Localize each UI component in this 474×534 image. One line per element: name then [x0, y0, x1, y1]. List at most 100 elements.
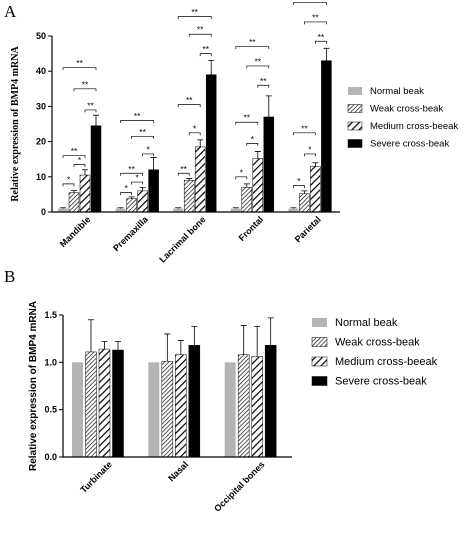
error-bar: [197, 139, 204, 147]
bar: [173, 208, 184, 212]
bar: [90, 125, 102, 213]
legend-entry: Severe cross-beak: [370, 139, 449, 150]
error-bar: [186, 178, 193, 181]
legend-entry: Medium cross-beeak: [370, 121, 458, 132]
error-bar: [232, 207, 239, 209]
bar: [310, 165, 321, 213]
significance-label: **: [307, 0, 314, 3]
y-tick-label: 1.0: [44, 357, 57, 367]
panel-b-y-ticks: 0.0 0.5 1.0 1.5: [44, 310, 63, 462]
bar: [137, 190, 148, 213]
significance-label: **: [312, 12, 319, 22]
significance-bracket: [235, 46, 270, 50]
significance-label: **: [260, 76, 267, 86]
bar: [205, 74, 217, 213]
significance-label: *: [135, 173, 139, 183]
legend-swatch: [347, 139, 363, 148]
significance-bracket: [235, 121, 259, 125]
significance-label: **: [134, 111, 141, 121]
significance-label: *: [308, 144, 312, 154]
error-bar: [243, 183, 250, 188]
significance-label: *: [78, 155, 82, 165]
significance-bracket: [84, 109, 97, 113]
error-bar: [323, 47, 330, 61]
significance-label: *: [251, 134, 255, 144]
error-bar: [240, 325, 247, 355]
error-bar: [208, 60, 215, 75]
significance-bracket: [131, 135, 154, 139]
significance-bracket: [304, 21, 327, 25]
bar: [183, 180, 195, 213]
significance-label: **: [318, 32, 325, 42]
significance-label: **: [139, 127, 146, 137]
error-bar: [115, 341, 121, 351]
panel-a-y-axis-label: Relative expression of BMP4 mRNA: [10, 46, 21, 202]
significance-label: *: [124, 183, 128, 193]
bar: [175, 354, 187, 458]
bar: [68, 192, 80, 213]
y-tick-label: 50: [36, 31, 46, 41]
error-bar: [88, 319, 94, 352]
significance-label: **: [249, 37, 256, 47]
bar: [148, 362, 160, 457]
legend-swatch: [311, 356, 328, 367]
significance-bracket: [120, 192, 132, 196]
significance-bracket: [304, 153, 316, 157]
error-bar: [177, 340, 184, 355]
legend-swatch: [347, 121, 363, 131]
bar: [251, 356, 263, 458]
bar: [188, 345, 201, 458]
panel-b-bars: [72, 317, 277, 458]
significance-bracket: [293, 132, 316, 136]
significance-label: *: [146, 144, 150, 154]
error-bar: [93, 114, 99, 126]
significance-label: **: [71, 146, 78, 156]
panel-b-chart: Relative expression of BMP4 mRNA 0.0 0.5 1…: [28, 301, 292, 514]
error-bar: [164, 333, 171, 362]
legend-swatch: [312, 318, 327, 327]
significance-bracket: [257, 84, 270, 88]
legend-entry: Severe cross-beak: [335, 376, 427, 388]
significance-bracket: [246, 65, 270, 69]
legend-entry: Weak cross-beak: [335, 337, 420, 349]
significance-bracket: [315, 40, 327, 44]
significance-bracket: [199, 53, 212, 57]
significance-label: **: [301, 123, 308, 133]
y-tick-label: 1.5: [44, 310, 57, 320]
significance-bracket: [188, 132, 201, 136]
significance-bracket: [177, 104, 201, 108]
error-bar: [290, 207, 297, 209]
category-label: Mandible: [58, 214, 93, 249]
significance-bracket: [235, 176, 248, 180]
significance-bracket: [120, 172, 143, 176]
panel-a-axes: [51, 36, 340, 213]
panel-b-category-labels: Turbinate Nasal Occipital bones: [78, 459, 266, 513]
significance-label: **: [197, 25, 204, 35]
y-tick-label: 30: [36, 101, 46, 111]
bar: [72, 362, 83, 457]
error-bar: [301, 190, 308, 194]
y-tick-label: 0.0: [44, 452, 57, 462]
panel-b-axes: [62, 315, 292, 458]
significance-bracket: [177, 16, 212, 20]
legend-swatch: [311, 376, 328, 386]
bar: [79, 174, 91, 213]
bar: [252, 158, 264, 213]
significance-label: **: [82, 79, 89, 89]
significance-bracket: [62, 155, 86, 159]
category-label: Occipital bones: [212, 459, 266, 513]
bar: [237, 354, 250, 458]
significance-label: *: [67, 174, 71, 184]
error-bar: [117, 207, 124, 209]
y-tick-label: 0: [41, 207, 46, 217]
panel-a-legend: Normal beak Weak cross-beak Medium cross-b…: [347, 86, 458, 150]
significance-bracket: [62, 67, 97, 71]
significance-bracket: [142, 153, 154, 157]
bar: [98, 348, 111, 458]
error-bar: [265, 95, 272, 117]
error-bar: [82, 169, 88, 176]
bar: [264, 345, 277, 458]
significance-label: **: [191, 7, 198, 17]
bar: [230, 208, 241, 212]
legend-entry: Medium cross-beeak: [335, 356, 438, 368]
